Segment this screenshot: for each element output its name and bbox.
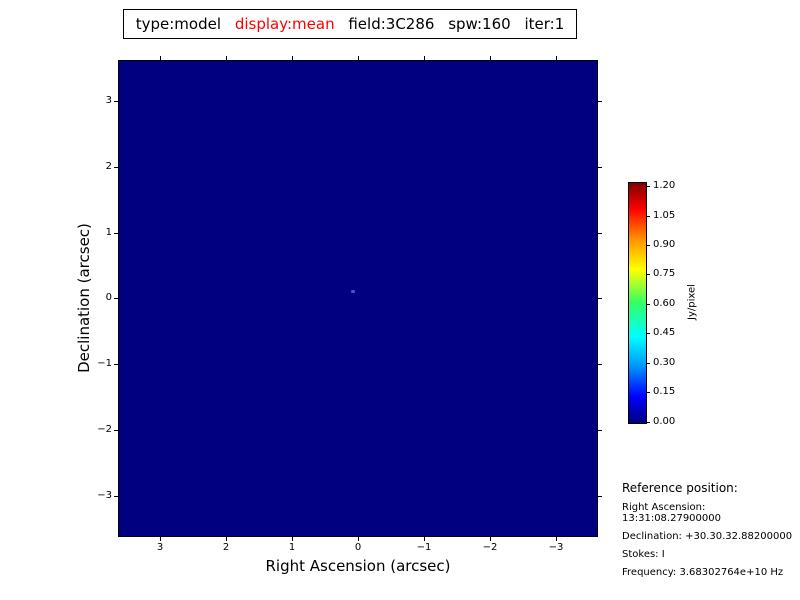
y-tick-label: 2	[105, 161, 112, 172]
tick-mark	[598, 298, 602, 299]
y-tick-label: −3	[97, 490, 112, 501]
x-tick-label: 2	[222, 542, 230, 553]
title-part-spw: spw:160	[448, 15, 511, 33]
tick-mark	[114, 496, 118, 497]
colorbar-tick-mark	[647, 363, 650, 364]
colorbar-tick-label: 0.45	[653, 327, 676, 338]
tick-mark	[114, 430, 118, 431]
reference-frequency: Frequency: 3.68302764e+10 Hz	[622, 567, 784, 578]
title-part-display: display:mean	[234, 15, 335, 33]
tick-mark	[114, 233, 118, 234]
colorbar-tick-mark	[647, 392, 650, 393]
x-axis-label: Right Ascension (arcsec)	[265, 557, 451, 575]
colorbar-tick-label: 1.20	[653, 180, 676, 191]
tick-mark	[490, 537, 491, 541]
y-tick-label: −1	[97, 358, 112, 369]
x-tick-label: 0	[354, 542, 362, 553]
colorbar-tick-mark	[647, 216, 650, 217]
tick-mark	[226, 537, 227, 541]
tick-mark	[556, 56, 557, 60]
tick-mark	[358, 537, 359, 541]
colorbar-tick-mark	[647, 245, 650, 246]
colorbar-tick-mark	[647, 186, 650, 187]
tick-mark	[424, 537, 425, 541]
x-tick-label: −2	[482, 542, 498, 553]
tick-mark	[490, 56, 491, 60]
x-tick-label: 3	[156, 542, 164, 553]
title-part-iter: iter:1	[524, 15, 565, 33]
tick-mark	[114, 298, 118, 299]
colorbar-tick-mark	[647, 304, 650, 305]
tick-mark	[358, 56, 359, 60]
title-part-field: field:3C286	[348, 15, 435, 33]
y-tick-label: 0	[105, 292, 112, 303]
plot-title: type:model display:mean field:3C286 spw:…	[122, 9, 578, 39]
title-part-type: type:model	[135, 15, 222, 33]
colorbar-tick-mark	[647, 422, 650, 423]
x-tick-label: 1	[288, 542, 296, 553]
colorbar-tick-label: 0.90	[653, 239, 676, 250]
point-source	[351, 290, 355, 293]
tick-mark	[292, 537, 293, 541]
tick-mark	[598, 496, 602, 497]
colorbar-tick-label: 0.75	[653, 268, 676, 279]
title-box-container: type:model display:mean field:3C286 spw:…	[110, 9, 590, 39]
colorbar-tick-mark	[647, 274, 650, 275]
tick-mark	[226, 56, 227, 60]
tick-mark	[598, 101, 602, 102]
tick-mark	[114, 101, 118, 102]
tick-mark	[160, 537, 161, 541]
colorbar-tick-label: 1.05	[653, 210, 676, 221]
colorbar-tick-label: 0.15	[653, 386, 676, 397]
reference-position-block: Reference position: Right Ascension: 13:…	[622, 481, 800, 578]
tick-mark	[292, 56, 293, 60]
colorbar-tick-label: 0.60	[653, 298, 676, 309]
y-tick-label: 1	[105, 227, 112, 238]
reference-heading: Reference position:	[622, 481, 738, 495]
tick-mark	[114, 167, 118, 168]
x-tick-label: −1	[416, 542, 432, 553]
x-tick-label: −3	[548, 542, 564, 553]
reference-dec: Declination: +30.30.32.88200000	[622, 531, 793, 542]
y-tick-label: −2	[97, 424, 112, 435]
tick-mark	[598, 364, 602, 365]
tick-mark	[160, 56, 161, 60]
colorbar-tick-label: 0.30	[653, 357, 676, 368]
colorbar-tick-mark	[647, 333, 650, 334]
tick-mark	[424, 56, 425, 60]
tick-mark	[598, 167, 602, 168]
image-panel	[118, 60, 598, 537]
reference-ra: Right Ascension: 13:31:08.27900000	[622, 502, 721, 524]
tick-mark	[556, 537, 557, 541]
y-axis-label: Declination (arcsec)	[75, 223, 93, 373]
tick-mark	[598, 430, 602, 431]
colorbar-unit-label: Jy/pixel	[686, 284, 698, 320]
colorbar-tick-label: 0.00	[653, 416, 676, 427]
reference-stokes: Stokes: I	[622, 549, 665, 560]
tick-mark	[598, 233, 602, 234]
tick-mark	[114, 364, 118, 365]
colorbar	[628, 182, 647, 424]
y-tick-label: 3	[105, 95, 112, 106]
